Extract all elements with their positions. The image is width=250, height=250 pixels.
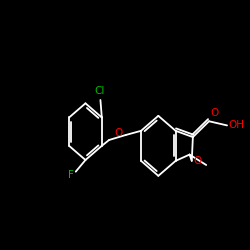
- Text: OH: OH: [228, 120, 244, 130]
- Text: Cl: Cl: [94, 86, 105, 96]
- Text: O: O: [114, 128, 122, 138]
- Text: O: O: [193, 156, 202, 166]
- Text: O: O: [210, 108, 219, 118]
- Text: F: F: [68, 170, 74, 179]
